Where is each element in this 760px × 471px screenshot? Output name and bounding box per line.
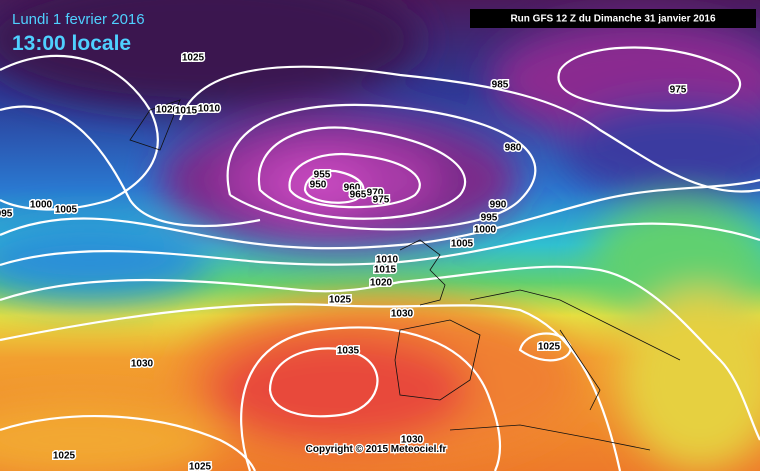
- isobar-label: 960: [344, 183, 361, 194]
- run-box: [470, 9, 756, 28]
- isobar-label: 1025: [53, 451, 76, 462]
- isobar-label: 1035: [337, 346, 360, 357]
- copyright: Copyright © 2015 Meteociel.fr: [306, 444, 447, 455]
- isobar-label: 990: [490, 200, 507, 211]
- isobar-label: 1020: [370, 278, 393, 289]
- isobar-label: 1015: [175, 106, 198, 117]
- isobar-label: 995: [481, 213, 498, 224]
- isobar-label: 1030: [391, 309, 414, 320]
- isobars: [0, 46, 760, 471]
- isobar-label: 975: [373, 195, 390, 206]
- isobar-label: 955: [314, 170, 331, 181]
- isobar-label: 1020: [156, 105, 179, 116]
- isobar-label: 980: [505, 143, 522, 154]
- isobar-label: 970: [367, 188, 384, 199]
- isobar-label: 975: [670, 85, 687, 96]
- isobar-label: 965: [350, 190, 367, 201]
- isobar-label: 1010: [376, 255, 399, 266]
- isobar-label: 1030: [401, 435, 424, 446]
- isobar-label: 1005: [451, 239, 474, 250]
- isobar-label: 1025: [329, 295, 352, 306]
- isobar-label: 1025: [189, 462, 212, 471]
- date: Lundi 1 fevrier 2016: [12, 11, 145, 28]
- isobar-label: 1000: [30, 200, 53, 211]
- isobar-label: 1025: [538, 342, 561, 353]
- isobar-label: 1010: [198, 104, 221, 115]
- isobar-label: 1025: [182, 53, 205, 64]
- isobar-label: 1015: [374, 265, 397, 276]
- isobar-label: 1030: [131, 359, 154, 370]
- coastlines: [129, 99, 681, 451]
- isobar-label: 995: [0, 209, 13, 220]
- isobar-label: 950: [310, 180, 327, 191]
- isobar-label: 1000: [474, 225, 497, 236]
- local-time: 13:00 locale: [12, 32, 131, 55]
- isobar-label: 985: [492, 80, 509, 91]
- isobar-label: 1005: [55, 205, 78, 216]
- run-info: Run GFS 12 Z du Dimanche 31 janvier 2016: [510, 14, 716, 25]
